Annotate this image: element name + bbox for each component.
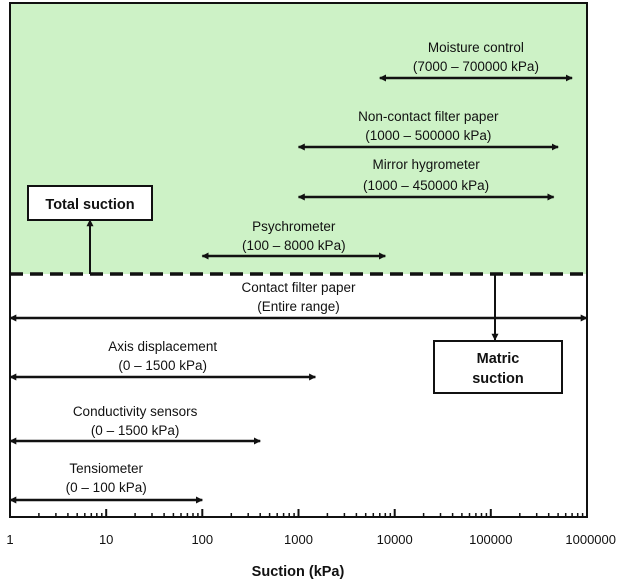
x-tick-label: 1000 [284,532,313,547]
moisture-control-name: Moisture control [428,40,524,55]
matric-suction-label-line2: suction [472,371,524,387]
matric-suction-label-line1: Matric [477,351,520,367]
moisture-control-range: (7000 – 700000 kPa) [413,59,539,74]
axis-displacement-range: (0 – 1500 kPa) [118,358,207,373]
conductivity-sensors-range: (0 – 1500 kPa) [91,423,180,438]
x-axis-title: Suction (kPa) [252,564,345,580]
total-suction-label: Total suction [45,197,134,213]
contact-filter-paper-range: (Entire range) [257,299,340,314]
x-tick-label: 10000 [377,532,413,547]
tensiometer-range: (0 – 100 kPa) [66,480,147,495]
axis-displacement-name: Axis displacement [108,339,217,354]
x-tick-label: 10 [99,532,113,547]
total-suction-box: Total suction [27,185,153,221]
psychrometer-name: Psychrometer [252,219,336,234]
psychrometer-range: (100 – 8000 kPa) [242,238,346,253]
method-range-arrows [9,74,588,504]
mirror-hygrometer-range: (1000 – 450000 kPa) [363,178,489,193]
x-tick-label: 1000000 [565,532,616,547]
x-tick-label: 100000 [469,532,512,547]
non-contact-filter-paper-name: Non-contact filter paper [358,109,499,124]
mirror-hygrometer-name: Mirror hygrometer [372,157,480,172]
total-suction-zone [10,3,587,274]
x-axis-ticks [9,509,588,517]
tensiometer-name: Tensiometer [69,461,143,476]
contact-filter-paper-name: Contact filter paper [241,280,356,295]
x-tick-label: 1 [6,532,13,547]
matric-suction-box: Matric suction [433,340,563,394]
conductivity-sensors-name: Conductivity sensors [73,404,198,419]
non-contact-filter-paper-range: (1000 – 500000 kPa) [365,128,491,143]
x-tick-label: 100 [191,532,213,547]
method-labels: Moisture control (7000 – 700000 kPa) Non-c… [66,40,539,495]
x-axis-tick-labels: 1 10 100 1000 10000 100000 1000000 [6,532,616,547]
